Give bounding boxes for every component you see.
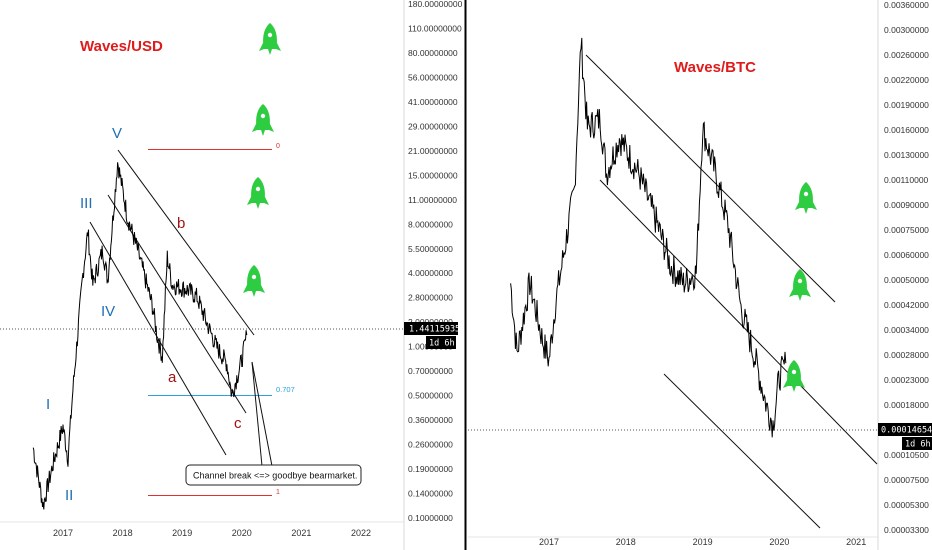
right-x-tick: 2019	[693, 537, 713, 547]
right-x-tick: 2017	[539, 537, 559, 547]
left-x-tick: 2018	[113, 528, 133, 538]
left-y-tick: 0.19000000	[408, 464, 453, 474]
rocket-icon	[795, 182, 817, 214]
right-y-tick: 0.00018000	[884, 400, 929, 410]
wave-label-iv: IV	[101, 303, 115, 320]
left-y-tick: 180.00000000	[408, 0, 463, 9]
left-panel-bg	[0, 0, 466, 550]
right-y-tick: 0.00160000	[884, 125, 929, 135]
left-price-series	[32, 162, 248, 510]
left-y-tick: 41.00000000	[408, 97, 458, 107]
right-y-tick: 0.00090000	[884, 200, 929, 210]
annotation-box	[185, 464, 362, 486]
left-y-tick: 0.26000000	[408, 440, 453, 450]
wave-label-i: I	[46, 396, 50, 413]
right-y-axis: 0.00360000 0.00300000 0.00260000 0.00220000…	[884, 0, 929, 535]
right-x-tick: 2021	[846, 537, 866, 547]
left-y-tick: 15.00000000	[408, 170, 458, 180]
left-y-tick: 0.10000000	[408, 513, 453, 523]
right-y-tick: 0.00360000	[884, 0, 929, 10]
right-chart-title: Waves/BTC	[674, 59, 756, 76]
right-y-tick: 0.00023000	[884, 375, 929, 385]
right-y-tick: 0.00028000	[884, 350, 929, 360]
svg-text:1.44115935: 1.44115935	[409, 325, 460, 335]
right-y-tick: 0.00190000	[884, 100, 929, 110]
right-y-tick: 0.00260000	[884, 50, 929, 60]
right-y-tick: 0.00130000	[884, 150, 929, 160]
right-y-tick: 0.00010500	[884, 450, 929, 460]
right-y-tick: 0.00007500	[884, 475, 929, 485]
left-y-tick: 0.36000000	[408, 415, 453, 425]
left-x-tick: 2020	[232, 528, 252, 538]
left-interval-tag: 1d 6h	[426, 336, 456, 349]
right-price-series	[510, 37, 787, 438]
right-y-tick: 0.00005300	[884, 500, 929, 510]
fib-label-1: 1	[276, 489, 280, 496]
left-y-tick: 11.00000000	[408, 195, 457, 205]
left-y-tick: 5.50000000	[408, 244, 453, 254]
left-x-tick: 2019	[172, 528, 192, 538]
right-channel-lower	[663, 373, 821, 529]
fib-label-707: 0.707	[276, 385, 295, 394]
left-y-tick: 110.00000000	[408, 23, 462, 33]
left-y-tick: 4.00000000	[408, 268, 453, 278]
left-channel-lower	[89, 221, 227, 456]
wave-label-b: b	[177, 215, 185, 232]
wave-label-a: a	[168, 369, 177, 386]
right-x-axis: 2017 2018 2019 2020 2021	[539, 537, 866, 547]
right-y-tick: 0.00042000	[884, 300, 929, 310]
svg-text:1d 6h: 1d 6h	[905, 440, 931, 450]
left-channel-upper	[117, 149, 255, 336]
right-price-tag: 0.00014654	[878, 423, 932, 436]
svg-text:1d 6h: 1d 6h	[429, 339, 455, 349]
right-x-tick: 2018	[616, 537, 636, 547]
left-y-tick: 8.00000000	[408, 219, 453, 229]
right-y-tick: 0.00300000	[884, 25, 929, 35]
fib-label-0: 0	[276, 143, 280, 150]
right-y-tick: 0.00220000	[884, 75, 929, 85]
callout-pointer-2	[251, 361, 263, 467]
left-y-tick: 2.80000000	[408, 293, 453, 303]
wave-label-c: c	[234, 415, 242, 432]
right-y-tick: 0.00075000	[884, 225, 929, 235]
right-y-tick: 0.00050000	[884, 275, 929, 285]
left-y-tick: 0.70000000	[408, 366, 453, 376]
right-channel-upper	[585, 54, 836, 303]
left-y-tick: 21.00000000	[408, 146, 458, 156]
left-x-tick: 2021	[291, 528, 311, 538]
left-y-tick: 29.00000000	[408, 121, 458, 131]
right-x-tick: 2020	[769, 537, 789, 547]
left-y-tick: 0.14000000	[408, 489, 453, 499]
left-price-tag: 1.44115935	[404, 322, 460, 335]
annotation-text: Channel break <=> goodbye bearmarket.	[193, 471, 357, 481]
right-y-tick: 0.00110000	[884, 175, 929, 185]
right-y-tick: 0.00060000	[884, 250, 929, 260]
wave-label-iii: III	[80, 195, 93, 212]
rocket-icon	[789, 269, 811, 301]
right-y-tick: 0.00003300	[884, 525, 929, 535]
right-channel-middle	[599, 179, 878, 465]
left-x-tick: 2022	[351, 528, 371, 538]
callout-pointer-1	[251, 361, 273, 467]
left-y-tick: 80.00000000	[408, 48, 458, 58]
wave-label-ii: II	[65, 487, 73, 504]
left-x-tick: 2017	[53, 528, 73, 538]
right-y-tick: 0.00034000	[884, 325, 929, 335]
right-interval-tag: 1d 6h	[902, 437, 932, 450]
left-y-tick: 56.00000000	[408, 72, 458, 82]
left-x-axis: 2017 2018 2019 2020 2021 2022	[53, 528, 371, 538]
left-y-tick: 0.50000000	[408, 391, 453, 401]
left-chart-title: Waves/USD	[80, 38, 163, 55]
svg-text:0.00014654: 0.00014654	[881, 426, 932, 436]
left-channel-middle	[107, 194, 247, 414]
wave-label-v: V	[112, 125, 122, 142]
